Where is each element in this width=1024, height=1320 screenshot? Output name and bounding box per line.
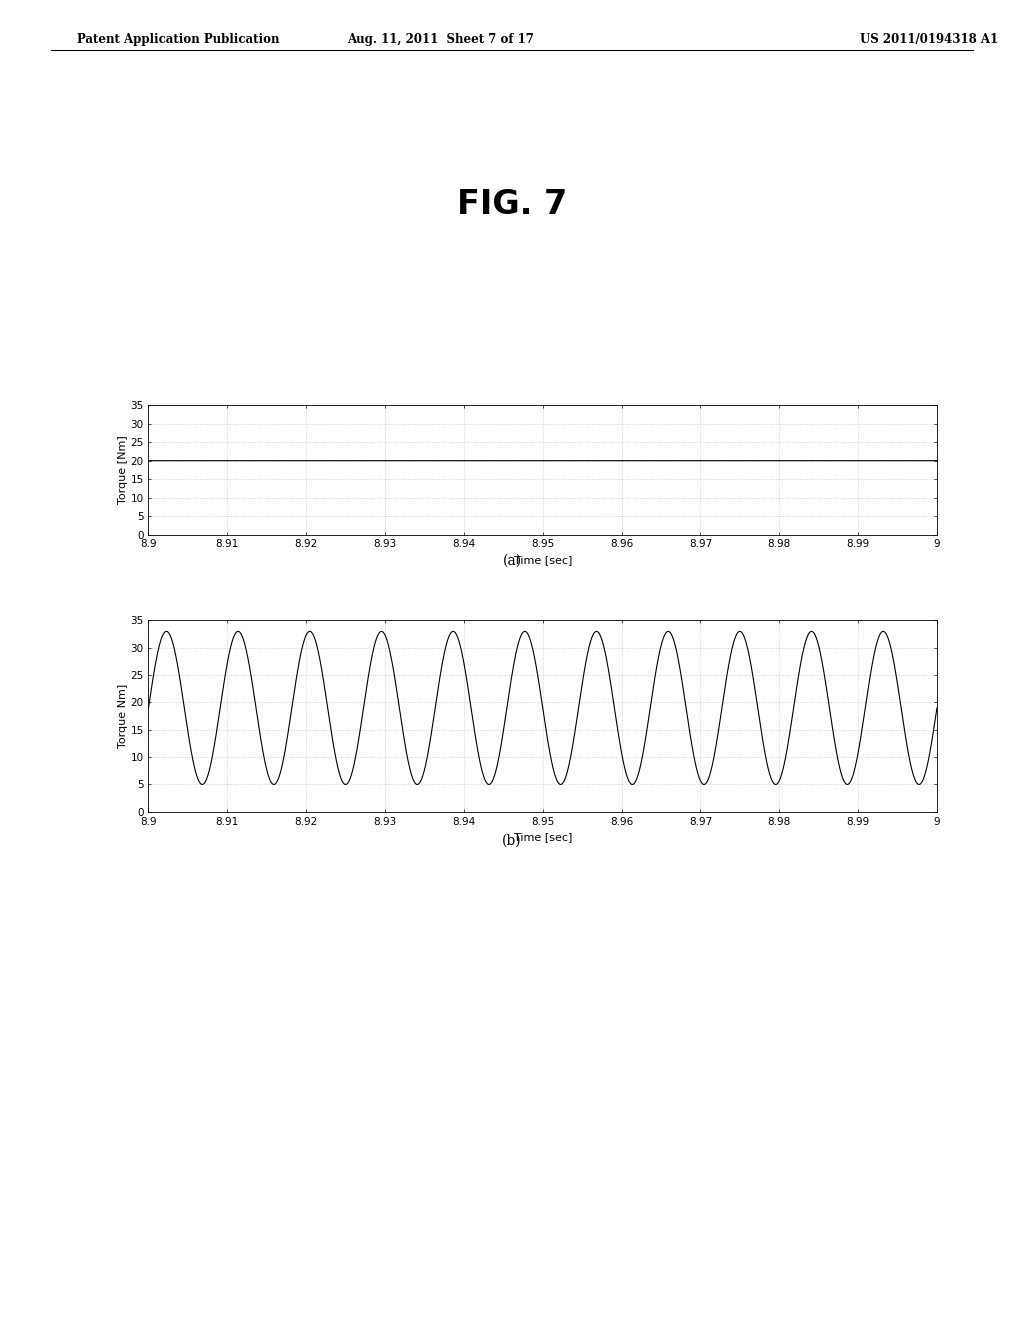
Text: (b): (b) (502, 834, 522, 847)
X-axis label: Time [sec]: Time [sec] (513, 832, 572, 842)
Text: FIG. 7: FIG. 7 (457, 189, 567, 222)
Text: Patent Application Publication: Patent Application Publication (77, 33, 280, 46)
X-axis label: Time [sec]: Time [sec] (513, 554, 572, 565)
Text: (a): (a) (503, 554, 521, 568)
Y-axis label: Torque [Nm]: Torque [Nm] (118, 436, 128, 504)
Y-axis label: Torque Nm]: Torque Nm] (118, 684, 128, 748)
Text: Aug. 11, 2011  Sheet 7 of 17: Aug. 11, 2011 Sheet 7 of 17 (347, 33, 534, 46)
Text: US 2011/0194318 A1: US 2011/0194318 A1 (860, 33, 998, 46)
